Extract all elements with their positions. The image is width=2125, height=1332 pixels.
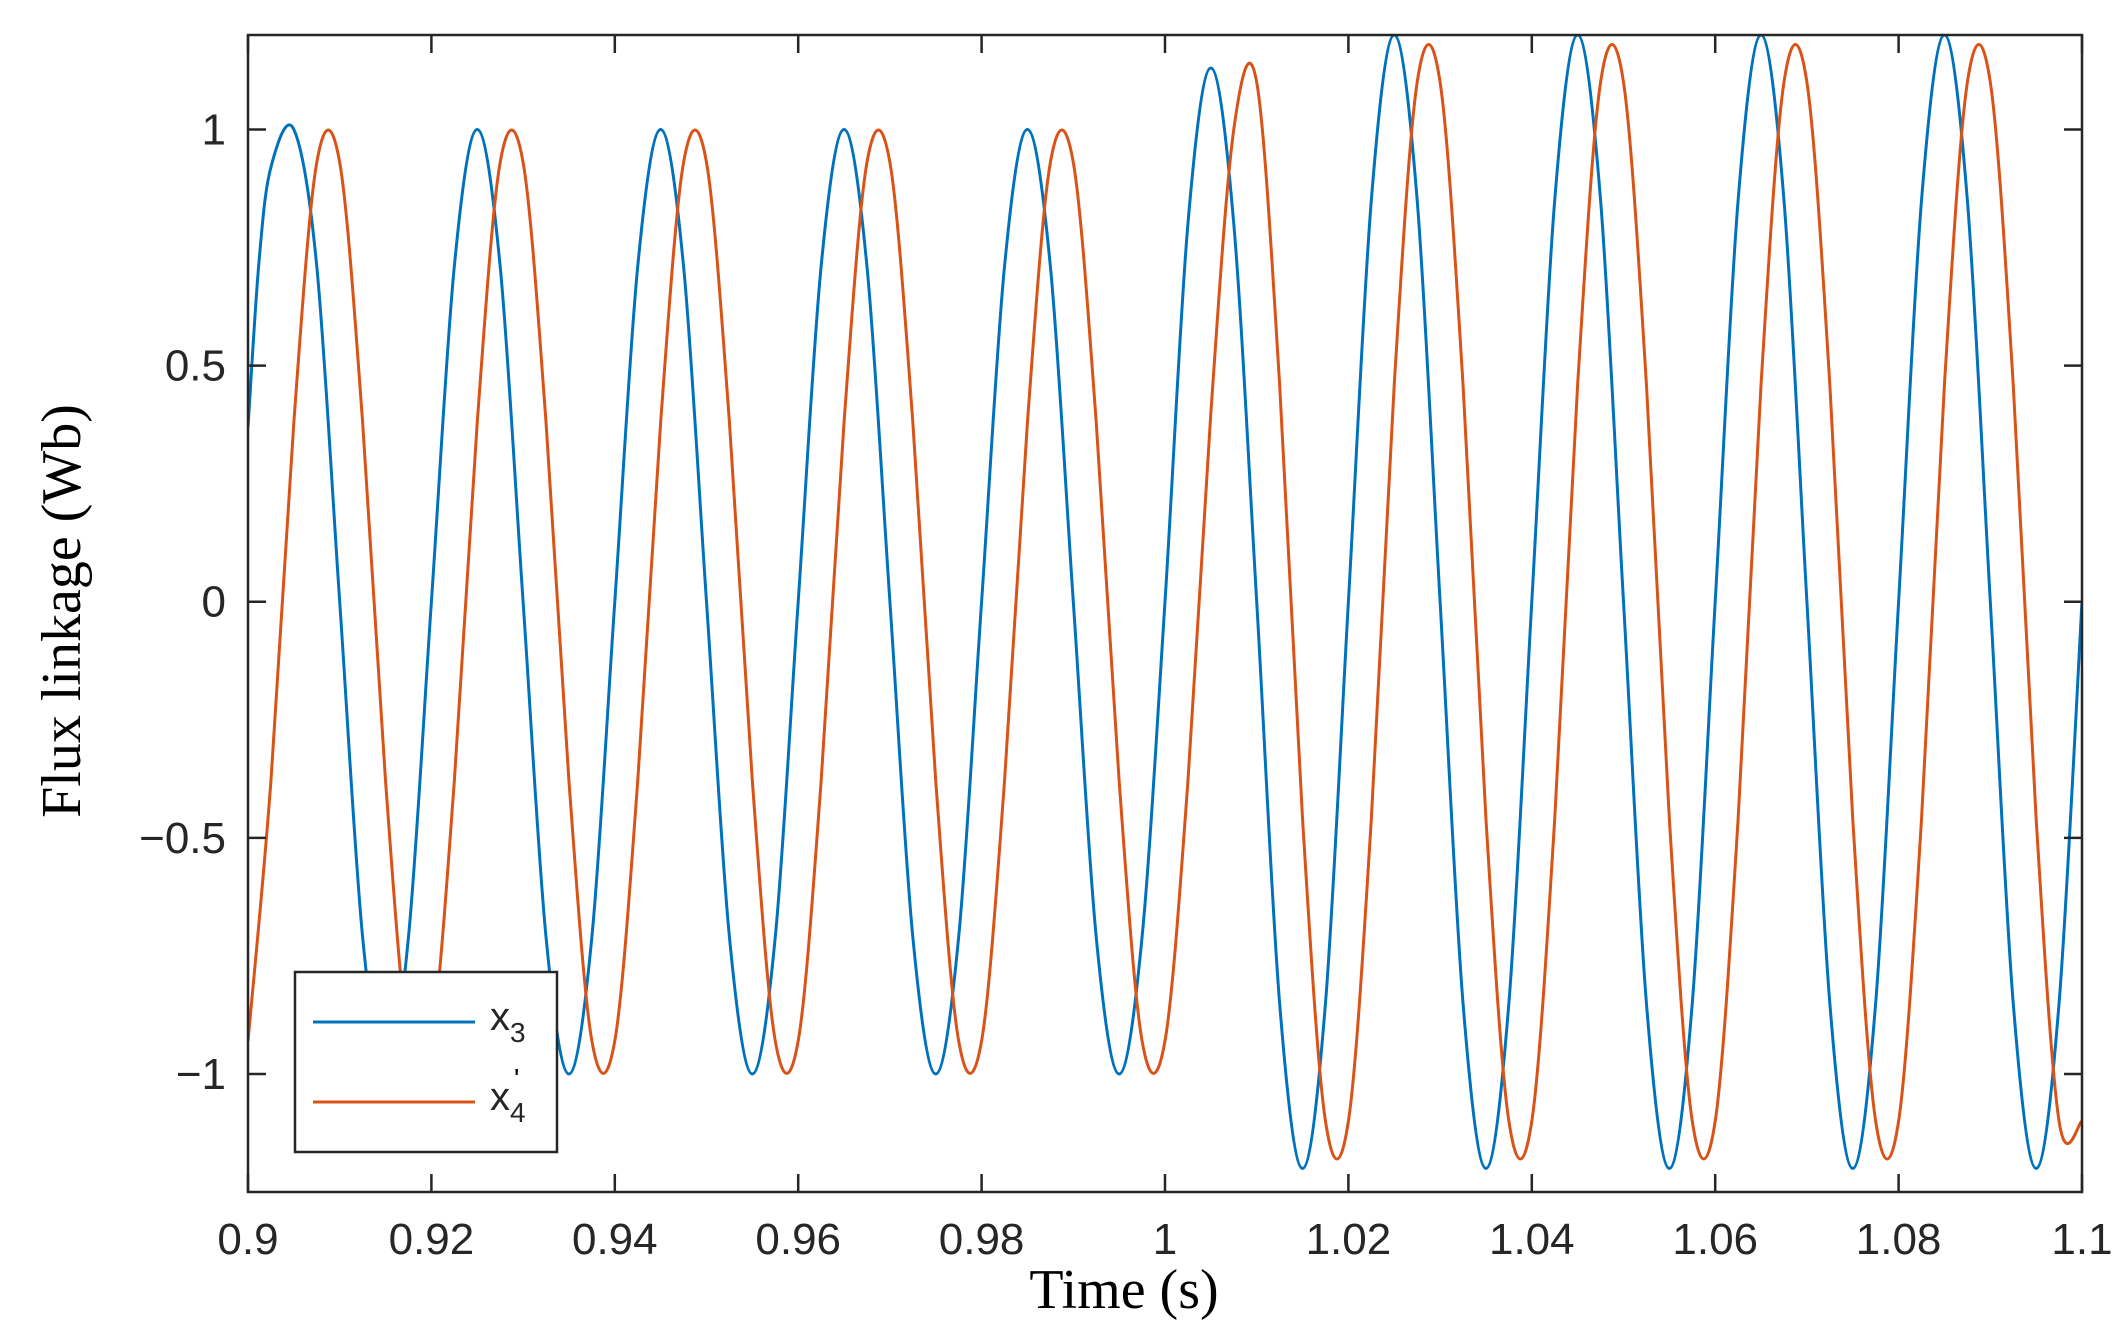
x-tick-label: 1.1 <box>2051 1215 2112 1264</box>
x-tick-label: 0.94 <box>572 1215 658 1264</box>
x-tick-label: 1.02 <box>1306 1215 1392 1264</box>
legend-box <box>293 970 559 1154</box>
legend-prime-mark: ' <box>514 1063 519 1094</box>
x-tick-label: 1.08 <box>1856 1215 1942 1264</box>
x-tick-label: 0.98 <box>939 1215 1025 1264</box>
y-tick-label: 0.5 <box>165 342 226 391</box>
x-axis-label: Time (s) <box>1029 1259 1218 1321</box>
y-axis: −1 −0.5 0 0.5 1 <box>139 105 2082 1099</box>
series-line-2 <box>248 43 2082 1161</box>
y-tick-label: −0.5 <box>139 814 226 863</box>
y-tick-label: 1 <box>202 105 226 154</box>
series-line-1 <box>248 35 2082 1170</box>
x-tick-label: 0.96 <box>755 1215 841 1264</box>
x-tick-label: 0.92 <box>389 1215 475 1264</box>
x-tick-label: 1.06 <box>1672 1215 1758 1264</box>
y-axis-label: Flux linkage (Wb) <box>31 404 93 818</box>
y-tick-label: −1 <box>176 1050 226 1099</box>
x-axis: 0.9 0.92 0.94 0.96 0.98 1 1.02 1.04 1.06 1.08 1.1 <box>217 35 2113 1264</box>
x-tick-label: 0.9 <box>217 1215 278 1264</box>
x-tick-label: 1.04 <box>1489 1215 1575 1264</box>
y-tick-label: 0 <box>202 578 226 627</box>
x-tick-label: 1 <box>1153 1215 1177 1264</box>
